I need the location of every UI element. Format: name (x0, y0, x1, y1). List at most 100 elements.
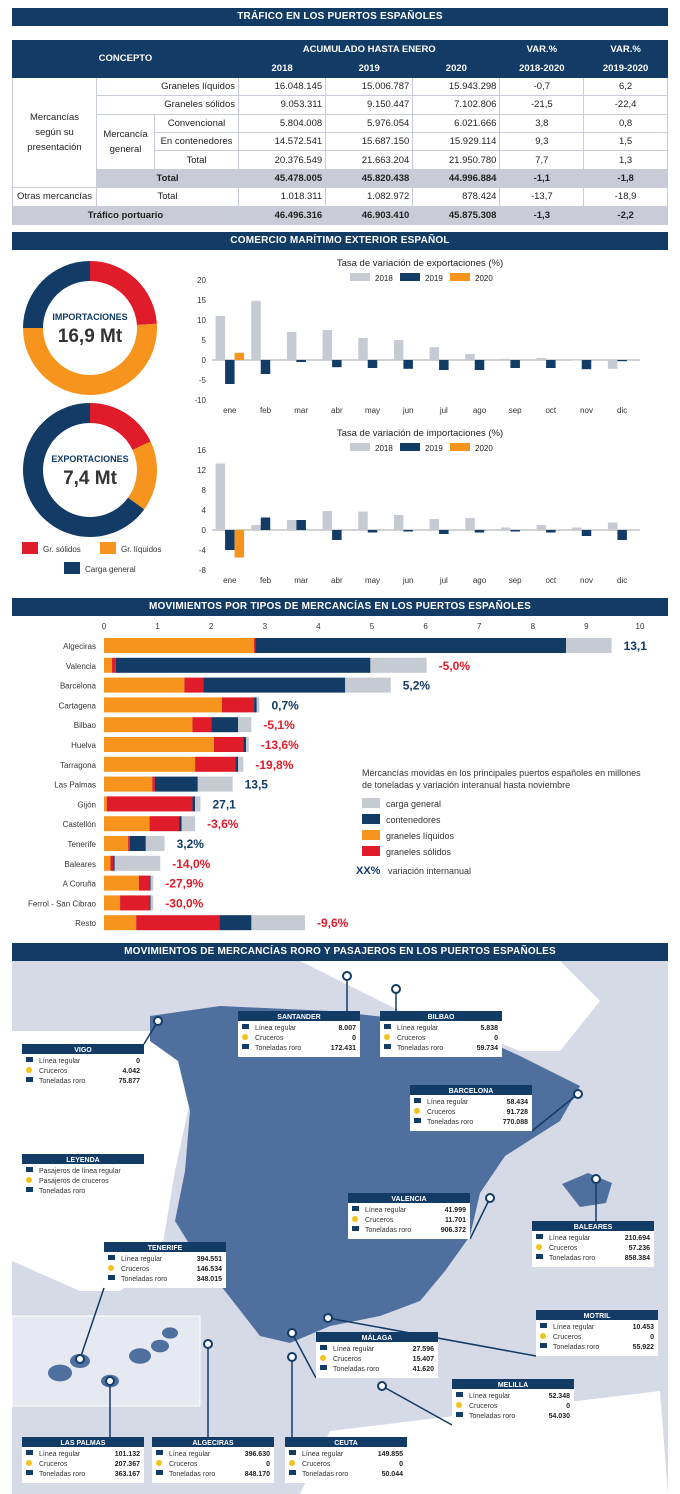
row-label: Toneladas roro (397, 1045, 443, 1052)
port-bar-solidos (136, 915, 220, 931)
section-title-movimientos: MOVIMIENTOS POR TIPOS DE MERCANCÍAS EN L… (12, 598, 668, 616)
section-title-trafico: TRÁFICO EN LOS PUERTOS ESPAÑOLES (12, 8, 668, 26)
port-box-header (536, 1310, 658, 1320)
ports-xtick: 7 (477, 622, 482, 631)
imports-chart-legend-label: 2018 (375, 444, 393, 453)
exports-chart-xtick: mar (294, 406, 308, 415)
truck-icon (26, 1470, 33, 1475)
passenger-icon (242, 1024, 249, 1029)
row-value: 0 (352, 1035, 356, 1042)
exports-chart-legend-label: 2018 (375, 274, 393, 283)
passenger-icon (320, 1345, 327, 1350)
row-label: Convencional (154, 113, 239, 133)
row-label: Cruceros (302, 1461, 331, 1468)
row-value: 59.734 (477, 1045, 499, 1052)
header-var2: VAR.% (583, 39, 668, 60)
row-value: 75.877 (119, 1078, 141, 1085)
connector-line (381, 1385, 453, 1426)
port-name: TENERIFE (148, 1245, 183, 1252)
row-label: Toneladas roro (427, 1119, 473, 1126)
passenger-icon (26, 1057, 33, 1062)
truck-icon (108, 1275, 115, 1280)
imports-chart-ytick: 0 (202, 526, 207, 535)
cell: 6.021.666 (412, 113, 501, 133)
row-label: Línea regular (397, 1025, 439, 1032)
row-label: Cruceros (255, 1035, 284, 1042)
legend-swatch (100, 542, 116, 554)
imports-chart-xtick: ene (223, 576, 237, 585)
exports-chart-bar (322, 330, 333, 360)
exports-chart-xtick: jul (439, 406, 448, 415)
imports-chart-bar (546, 530, 556, 533)
exports-chart-bar (439, 360, 449, 370)
row-label: Toneladas roro (121, 1276, 167, 1283)
imports-chart-xtick: may (365, 576, 380, 585)
imports-chart-bar (332, 530, 342, 540)
port-name: VIGO (74, 1047, 92, 1054)
port-bar-contenedores (115, 657, 371, 673)
port-bar-liquidos (104, 836, 129, 851)
imports-chart-bar (251, 525, 261, 530)
canary-island (129, 1348, 151, 1364)
exports-chart-ytick: 0 (202, 356, 207, 365)
port-variation: 27,1 (212, 797, 236, 811)
exports-chart-bar (251, 300, 261, 360)
port-bar-solidos (184, 677, 204, 693)
port-variation: -27,9% (165, 877, 203, 891)
port-bar-solidos (192, 717, 212, 733)
port-dot (591, 1174, 601, 1184)
row-value: 91.728 (507, 1109, 529, 1116)
cell: -2,2 (583, 205, 668, 225)
port-dot (323, 1313, 333, 1323)
port-bar-liquidos (104, 638, 255, 653)
ports-xtick: 10 (636, 622, 645, 631)
cell: 9.150.447 (325, 95, 414, 115)
exports-chart-bar (607, 360, 618, 369)
imports-chart-legend-swatch (350, 443, 370, 451)
row-value: 11.701 (445, 1217, 466, 1224)
cruise-icon (108, 1265, 114, 1271)
imports-chart-ytick: -4 (199, 546, 207, 555)
connector-line (79, 1287, 105, 1360)
port-name: BILBAO (428, 1014, 455, 1021)
imports-chart-bar (322, 511, 333, 530)
port-name: BALEARES (574, 1224, 613, 1231)
exports-chart-bar (296, 360, 306, 362)
exports-chart-xtick: nov (580, 406, 593, 415)
row-value: 394.551 (197, 1256, 222, 1263)
row-label: Toneladas roro (39, 1471, 85, 1478)
imports-chart-xtick: nov (580, 576, 593, 585)
cell: 7,7 (499, 150, 585, 170)
cell: 21.950.780 (412, 150, 501, 170)
ports-xtick: 3 (263, 622, 268, 631)
roro-map: SANTANDER Línea regular 8.007 Cruceros 0 Tone… (11, 961, 668, 1494)
row-label: Línea regular (427, 1099, 469, 1106)
port-variation: -14,0% (172, 857, 210, 871)
imports-chart-bar (403, 530, 413, 532)
ports-xtick: 5 (370, 622, 375, 631)
map-legend-item: Toneladas roro (39, 1188, 85, 1195)
imports-chart-legend-label: 2020 (475, 444, 493, 453)
connector-line (469, 1197, 491, 1240)
imports-chart-ytick: 16 (197, 446, 206, 455)
legend-xx-text: variación internanual (388, 866, 471, 876)
port-dot (75, 1354, 85, 1364)
map-legend-item: Pasajeros de línea regular (39, 1168, 121, 1175)
cruise-icon (242, 1034, 248, 1040)
cruise-icon (414, 1108, 420, 1114)
imports-chart-ytick: -8 (199, 566, 207, 575)
cell: 1.082.972 (325, 187, 414, 207)
port-label: Huelva (71, 741, 96, 750)
exportaciones-donut-slice (22, 403, 145, 537)
port-bar-solidos (106, 796, 193, 812)
port-box-header (104, 1242, 226, 1252)
header-acumulado: ACUMULADO HASTA ENERO (237, 39, 501, 60)
row-label: Toneladas roro (333, 1366, 379, 1373)
cell: 46.903.410 (325, 205, 414, 225)
port-bar-contenedores (179, 816, 182, 832)
row-label: Cruceros (333, 1356, 362, 1363)
port-variation: 3,2% (177, 837, 205, 851)
row-label: Cruceros (169, 1461, 198, 1468)
port-bar-solidos (195, 756, 236, 772)
passenger-icon (536, 1234, 543, 1239)
